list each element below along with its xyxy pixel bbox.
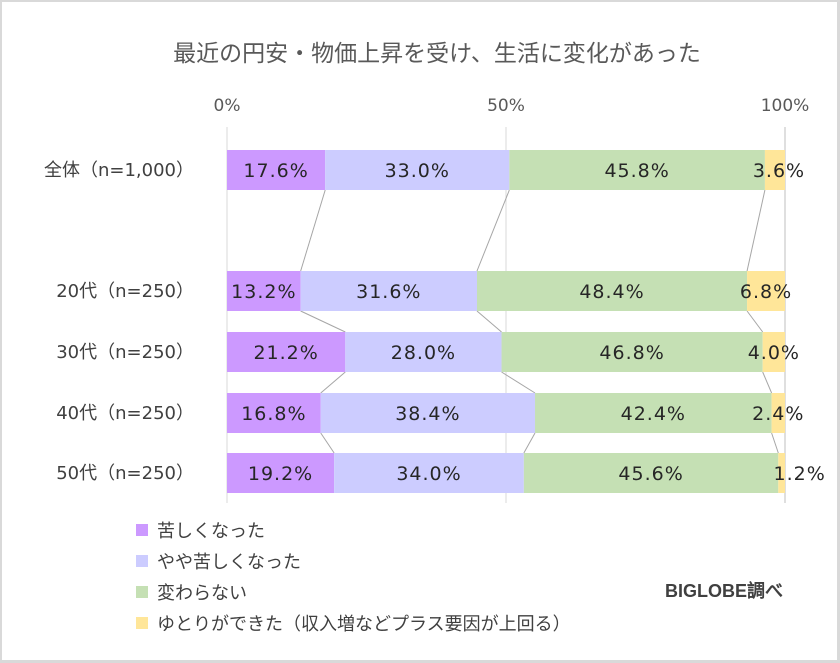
bar-segment	[227, 271, 301, 311]
series-line	[746, 189, 766, 272]
x-axis-tick-labels: 0% 50% 100%	[214, 96, 810, 116]
bar-segment	[509, 150, 765, 190]
data-label: 13.2%	[231, 281, 296, 303]
bar-segment	[771, 393, 785, 433]
series-line	[300, 310, 346, 333]
data-label: 46.8%	[599, 342, 664, 364]
bar-segment	[764, 150, 785, 190]
legend-label: 苦しくなった	[157, 520, 265, 542]
series-line	[762, 371, 773, 394]
data-labels: 17.6% 33.0% 45.8% 3.6% 13.2% 31.6% 48.4% 6.8% 21…	[231, 160, 826, 485]
bar-segment	[501, 332, 763, 372]
category-labels: 全体（n=1,000） 20代（n=250） 30代（n=250） 40代（n=250…	[44, 160, 194, 484]
legend-label: ゆとりができた（収入増などプラス要因が上回る）	[157, 613, 571, 635]
data-label: 28.0%	[391, 342, 456, 364]
series-line	[476, 310, 502, 333]
data-label: 45.6%	[618, 463, 683, 485]
bar-segment	[523, 453, 779, 493]
bar-segment	[535, 393, 772, 433]
category-label: 40代（n=250）	[56, 403, 194, 424]
series-line	[320, 432, 335, 454]
bar-segment	[300, 271, 477, 311]
bar-segment	[345, 332, 502, 372]
data-label: 6.8%	[740, 281, 792, 303]
bar-segment	[320, 393, 536, 433]
data-label: 2.4%	[752, 403, 804, 425]
data-label: 31.6%	[356, 281, 421, 303]
x-tick-label: 50%	[487, 96, 525, 116]
legend-swatch-icon	[136, 585, 148, 598]
data-label: 34.0%	[396, 463, 461, 485]
category-label: 20代（n=250）	[56, 281, 194, 302]
series-line	[523, 432, 536, 454]
chart-title: 最近の円安・物価上昇を受け、生活に変化があった	[173, 41, 701, 67]
bar-segment	[476, 271, 748, 311]
data-label: 21.2%	[253, 342, 318, 364]
series-line	[771, 432, 779, 454]
category-label: 30代（n=250）	[56, 342, 194, 363]
data-label: 3.6%	[753, 160, 805, 182]
legend-item: 変わらない	[136, 576, 571, 607]
x-tick-label: 0%	[214, 96, 241, 116]
legend-swatch-icon	[136, 554, 148, 567]
bar-segment	[325, 150, 510, 190]
legend-label: やや苦しくなった	[157, 551, 301, 573]
data-label: 45.8%	[604, 160, 669, 182]
data-label: 1.2%	[774, 463, 826, 485]
bar-segment	[227, 332, 346, 372]
x-tick-label: 100%	[761, 96, 810, 116]
series-line	[746, 310, 764, 333]
legend-item: 苦しくなった	[136, 514, 571, 545]
data-label: 33.0%	[385, 160, 450, 182]
series-lines	[300, 189, 779, 454]
series-line	[501, 371, 536, 394]
source-note: BIGLOBE調べ	[664, 581, 783, 601]
bar-segment	[227, 150, 326, 190]
bar-segment	[334, 453, 524, 493]
legend-swatch-icon	[136, 616, 148, 629]
legend-swatch-icon	[136, 523, 148, 536]
data-label: 48.4%	[579, 281, 644, 303]
bars	[227, 150, 785, 493]
legend: 苦しくなった やや苦しくなった 変わらない ゆとりができた（収入増などプラス要因…	[136, 514, 571, 638]
legend-item: やや苦しくなった	[136, 545, 571, 576]
bar-segment	[227, 453, 335, 493]
category-label: 50代（n=250）	[56, 463, 194, 484]
series-line	[300, 189, 326, 272]
legend-label: 変わらない	[157, 582, 247, 604]
data-label: 42.4%	[621, 403, 686, 425]
legend-item: ゆとりができた（収入増などプラス要因が上回る）	[136, 607, 571, 638]
category-label: 全体（n=1,000）	[44, 160, 194, 181]
data-label: 4.0%	[748, 342, 800, 364]
data-label: 16.8%	[241, 403, 306, 425]
data-label: 38.4%	[395, 403, 460, 425]
data-label: 17.6%	[243, 160, 308, 182]
bar-segment	[762, 332, 785, 372]
data-label: 19.2%	[248, 463, 313, 485]
series-line	[476, 189, 510, 272]
bar-segment	[778, 453, 785, 493]
series-line	[320, 371, 346, 394]
bar-segment	[227, 393, 321, 433]
bar-segment	[747, 271, 785, 311]
